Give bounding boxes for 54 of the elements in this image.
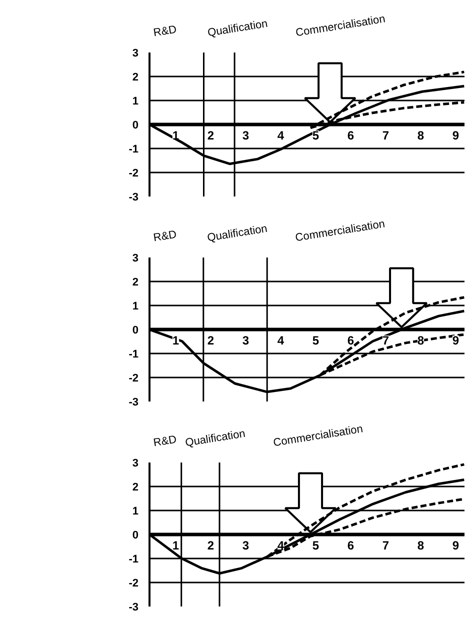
x-tick-label: 7 [382, 334, 390, 348]
y-tick-label: -2 [128, 168, 138, 180]
text: Qualification [206, 222, 268, 244]
x-tick-label: 7 [382, 538, 390, 552]
x-tick-label: 2 [207, 538, 214, 552]
y-tick-label: -3 [128, 602, 138, 614]
x-tick-label: 9 [452, 538, 460, 552]
y-tick-label: -1 [128, 144, 138, 156]
x-tick-label: 5 [312, 128, 320, 142]
y-tick-label: 2 [132, 482, 139, 494]
y-tick-label: -2 [128, 372, 138, 384]
x-tick-label: 3 [242, 128, 250, 142]
text: R&D [152, 228, 178, 244]
x-tick-label: 2 [207, 334, 214, 348]
x-tick-label: 8 [417, 128, 424, 142]
text: R&D [152, 434, 178, 450]
x-tick-label: 7 [382, 128, 390, 142]
x-tick-label: 6 [347, 334, 354, 348]
y-tick-label: 0 [132, 324, 139, 336]
y-tick-label: -3 [128, 192, 138, 204]
y-tick-label: 1 [132, 506, 139, 518]
x-tick-label: 5 [312, 334, 320, 348]
y-tick-label: 0 [132, 120, 139, 132]
y-tick-label: -1 [128, 554, 138, 566]
x-tick-label: 4 [277, 334, 284, 348]
y-tick-label: -2 [128, 578, 138, 590]
x-tick-label: 3 [242, 334, 250, 348]
x-tick-label: 1 [172, 334, 180, 348]
y-tick-label: 2 [132, 276, 139, 288]
text: Qualification [206, 18, 269, 40]
y-tick-label: -3 [128, 396, 138, 408]
y-tick-label: 3 [132, 252, 139, 264]
x-tick-label: 9 [452, 128, 460, 142]
y-tick-label: 1 [132, 300, 139, 312]
x-tick-label: 1 [172, 538, 180, 552]
x-tick-label: 2 [207, 128, 214, 142]
text: Qualification [184, 428, 246, 450]
x-tick-label: 1 [172, 128, 180, 142]
text: R&D [152, 24, 178, 40]
x-tick-label: 8 [417, 334, 424, 348]
x-tick-label: 6 [347, 538, 354, 552]
x-tick-label: 4 [277, 538, 284, 552]
x-tick-label: 8 [417, 538, 424, 552]
y-tick-label: 0 [132, 530, 139, 542]
y-tick-label: 2 [132, 72, 139, 84]
x-tick-label: 3 [242, 538, 250, 552]
x-tick-label: 5 [312, 538, 320, 552]
y-tick-label: 3 [132, 458, 139, 470]
y-tick-label: 3 [132, 48, 139, 60]
x-tick-label: 6 [347, 128, 354, 142]
x-tick-label: 9 [452, 334, 460, 348]
x-tick-label: 4 [277, 128, 284, 142]
y-tick-label: 1 [132, 96, 139, 108]
y-tick-label: -1 [128, 348, 138, 360]
